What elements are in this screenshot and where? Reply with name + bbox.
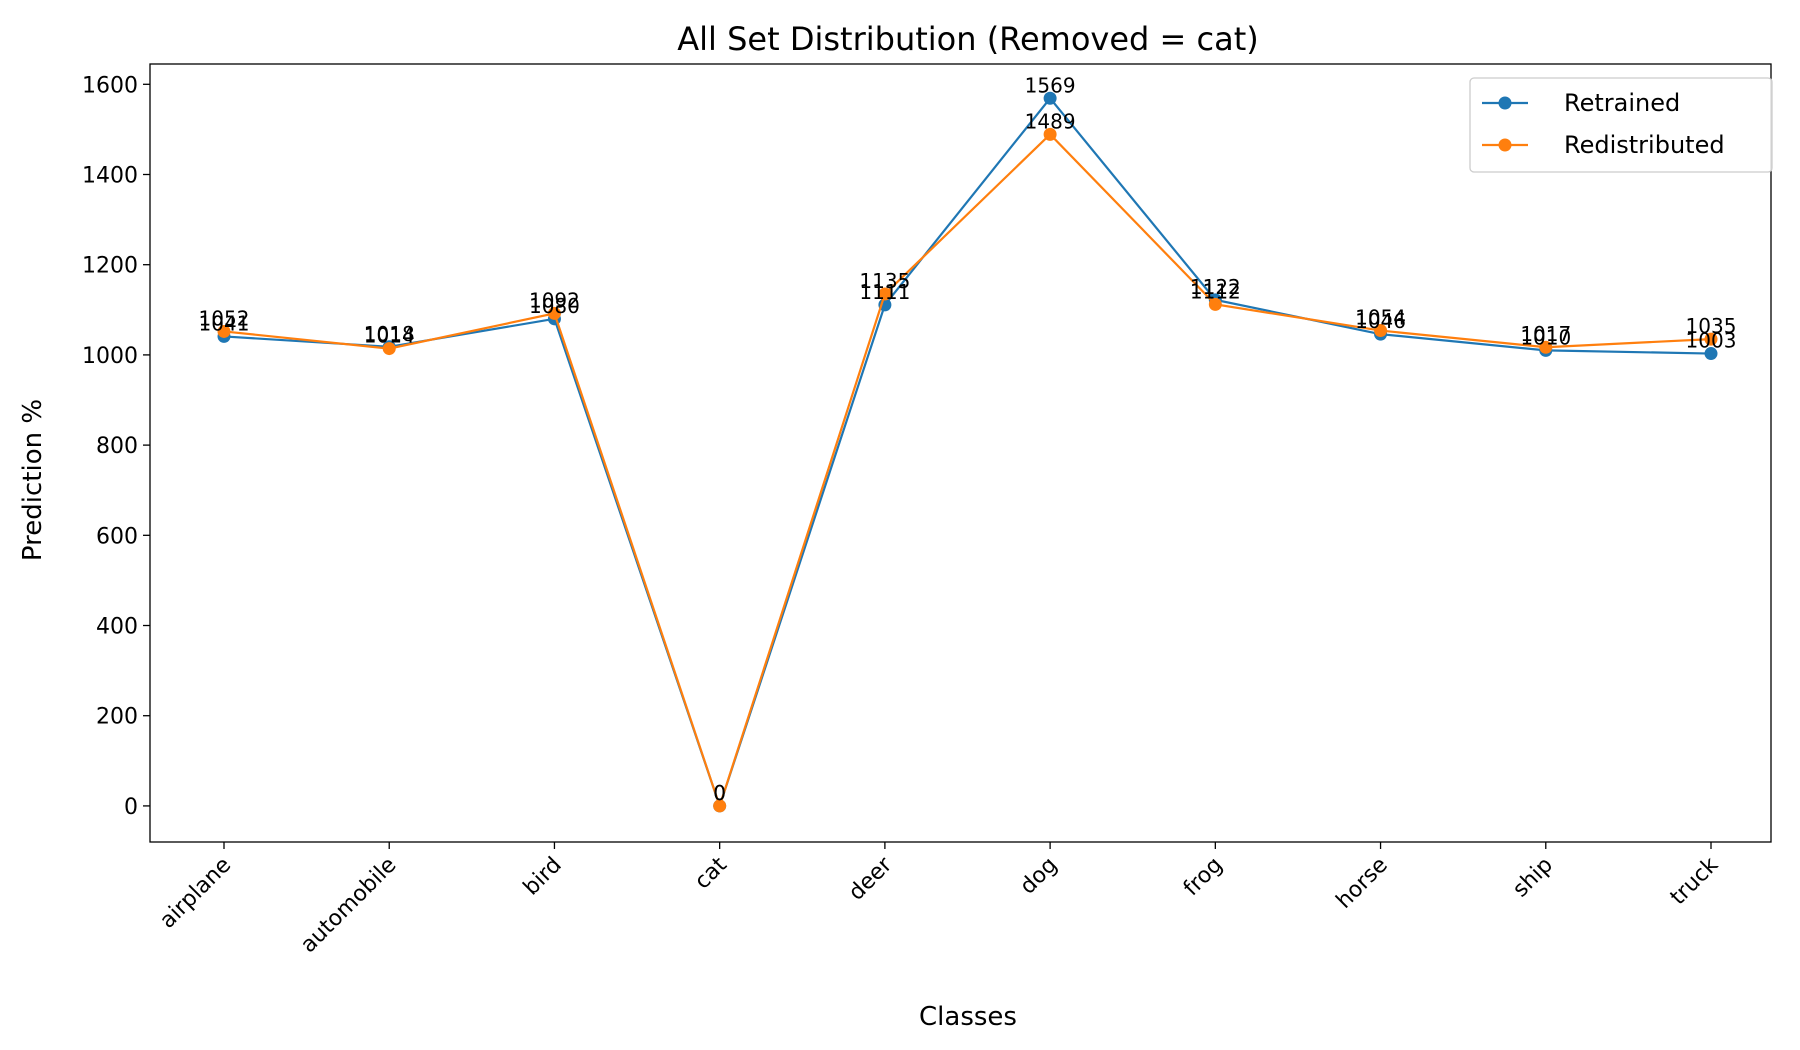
y-axis-title: Prediction %: [18, 399, 48, 561]
data-labels: 1041 1018 1080 0 1111 1569 1122 1046 1010 1003 105…: [199, 73, 1737, 805]
data-point: [1043, 127, 1057, 141]
y-tick-label: 1000: [82, 344, 138, 369]
legend: Retrained Redistributed: [1469, 77, 1773, 173]
data-point: [1539, 340, 1553, 354]
chart-title: All Set Distribution (Removed = cat): [677, 20, 1258, 58]
data-label: 0: [713, 781, 726, 805]
legend-item-retrained: Retrained: [1482, 89, 1680, 117]
data-label: 1080: [529, 294, 580, 318]
legend-label: Redistributed: [1564, 131, 1725, 159]
data-label: 1135: [859, 269, 910, 293]
series-redistributed: [217, 127, 1718, 813]
x-axis-title: Classes: [919, 1002, 1017, 1032]
y-tick-label: 1400: [82, 163, 138, 188]
data-point: [1374, 324, 1388, 338]
legend-box: [1469, 77, 1773, 173]
legend-label: Retrained: [1564, 89, 1680, 117]
data-label: 1092: [529, 288, 580, 312]
data-point: [1208, 297, 1222, 311]
y-tick-label: 200: [96, 705, 138, 730]
y-tick-label: 600: [96, 524, 138, 549]
data-label: 1041: [199, 311, 250, 335]
data-label: 1003: [1686, 329, 1737, 353]
series-line: [223, 132, 1712, 810]
data-label: 1112: [1190, 279, 1241, 303]
y-tick-label: 800: [96, 434, 138, 459]
data-label: 0: [713, 781, 726, 805]
data-point: [1704, 332, 1718, 346]
y-tick-label: 400: [96, 615, 138, 640]
data-point: [878, 287, 892, 301]
legend-item-redistributed: Redistributed: [1482, 131, 1725, 159]
y-tick-label: 1200: [82, 254, 138, 279]
legend-marker: [1498, 138, 1512, 152]
data-point: [713, 799, 727, 813]
data-label: 1010: [1520, 325, 1571, 349]
series-group: [217, 91, 1718, 813]
data-label: 1054: [1355, 306, 1406, 330]
data-point: [217, 324, 231, 338]
data-label: 1122: [1190, 275, 1241, 299]
data-label: 1052: [199, 306, 250, 330]
data-label: 1489: [1025, 109, 1076, 133]
y-tick-label: 1600: [82, 73, 138, 98]
data-label: 1046: [1355, 309, 1406, 333]
y-tick-label: 0: [124, 795, 138, 820]
data-label: 1569: [1025, 73, 1076, 97]
legend-marker: [1498, 96, 1512, 110]
data-point: [547, 306, 561, 320]
y-axis: 0 200 400 600 800 1000 1200 1400 1600: [82, 73, 150, 820]
data-point: [1704, 347, 1718, 361]
data-label: 1017: [1520, 322, 1571, 346]
data-point: [382, 342, 396, 356]
data-label: 1018: [364, 322, 415, 346]
data-point: [1043, 91, 1057, 105]
data-label: 1035: [1686, 314, 1737, 338]
data-label: 1111: [859, 280, 910, 304]
data-label: 1014: [364, 324, 415, 348]
plot-frame: [149, 63, 1772, 843]
series-line: [223, 96, 1712, 810]
plot-area: [149, 63, 1772, 843]
